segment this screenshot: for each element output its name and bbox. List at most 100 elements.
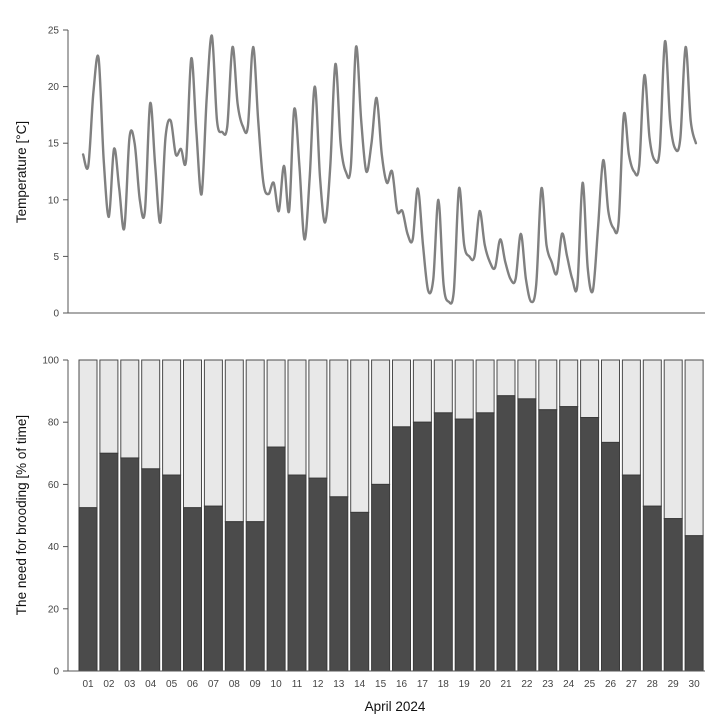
brooding-bar-remainder (642, 359, 662, 507)
brooding-bar (580, 417, 600, 672)
brooding-x-tick-label: 03 (124, 679, 136, 690)
brooding-bar-remainder (162, 359, 182, 476)
brooding-bar-remainder (433, 359, 453, 414)
brooding-bar (412, 421, 432, 672)
brooding-bar (350, 511, 370, 672)
brooding-bar-remainder (475, 359, 495, 414)
brooding-x-tick-label: 08 (229, 679, 241, 690)
brooding-bar (78, 507, 98, 672)
brooding-bar-remainder (120, 359, 140, 459)
brooding-bar (684, 535, 704, 672)
temperature-panel: 0 5 10 15 20 25 Temperature [°C] (14, 26, 705, 320)
brooding-x-tick-label: 14 (354, 679, 366, 690)
brooding-x-tick-label: 21 (500, 679, 512, 690)
temperature-y-axis-title: Temperature [°C] (14, 121, 29, 223)
brooding-x-axis-title: April 2024 (365, 699, 426, 714)
brooding-bar-remainder (287, 359, 307, 476)
brooding-x-tick-label: 02 (103, 679, 115, 690)
brooding-x-tick-label: 06 (187, 679, 199, 690)
brooding-bar (162, 474, 182, 672)
brooding-bar (266, 446, 286, 672)
temperature-y-tick-label: 20 (48, 82, 60, 93)
brooding-bar (141, 468, 161, 672)
brooding-y-tick-label: 80 (48, 418, 60, 429)
brooding-bar-remainder (454, 359, 474, 420)
brooding-y-tick-label: 0 (53, 667, 59, 678)
brooding-bar-remainder (496, 359, 516, 397)
brooding-bar (454, 418, 474, 672)
brooding-bar-remainder (245, 359, 265, 523)
temperature-y-tick-label: 25 (48, 26, 60, 37)
brooding-x-tick-label: 20 (480, 679, 492, 690)
brooding-x-tick-label: 19 (459, 679, 471, 690)
brooding-y-tick-label: 60 (48, 480, 60, 491)
brooding-x-tick-label: 17 (417, 679, 429, 690)
brooding-bar-remainder (329, 359, 349, 498)
brooding-bar-remainder (99, 359, 119, 454)
brooding-bar (183, 507, 202, 672)
brooding-y-tick-label: 100 (42, 356, 59, 367)
brooding-x-tick-label: 27 (626, 679, 638, 690)
temperature-y-tick-label: 5 (53, 252, 59, 263)
brooding-bar-remainder (183, 359, 202, 509)
brooding-x-tick-label: 29 (668, 679, 680, 690)
brooding-x-tick-label: 18 (438, 679, 450, 690)
brooding-bars (78, 359, 704, 672)
brooding-bar (287, 474, 307, 672)
brooding-bar-remainder (392, 359, 411, 428)
brooding-bar (120, 457, 140, 672)
brooding-bar-remainder (308, 359, 328, 479)
brooding-x-tick-label: 15 (375, 679, 387, 690)
brooding-y-ticks: 0 20 40 60 80 100 (42, 356, 68, 678)
brooding-x-tick-label: 24 (563, 679, 575, 690)
brooding-x-tick-label: 26 (605, 679, 617, 690)
brooding-y-tick-label: 40 (48, 542, 60, 553)
brooding-bar-remainder (266, 359, 286, 448)
brooding-bar-remainder (559, 359, 579, 408)
brooding-y-tick-label: 20 (48, 604, 60, 615)
brooding-x-tick-label: 09 (250, 679, 262, 690)
brooding-bar (538, 409, 558, 672)
brooding-bar-remainder (684, 359, 704, 537)
brooding-bar-remainder (663, 359, 683, 520)
brooding-bar-remainder (203, 359, 223, 507)
brooding-x-tick-label: 07 (208, 679, 220, 690)
brooding-bar (329, 496, 349, 672)
brooding-x-tick-label: 10 (271, 679, 283, 690)
brooding-bar (433, 412, 453, 672)
brooding-bar (496, 395, 516, 672)
brooding-x-tick-label: 16 (396, 679, 408, 690)
brooding-bar-remainder (224, 359, 244, 523)
brooding-bar (99, 452, 119, 672)
temperature-y-ticks: 0 5 10 15 20 25 (48, 26, 68, 320)
brooding-bar (224, 521, 244, 672)
temperature-y-tick-label: 15 (48, 139, 60, 150)
brooding-x-tick-label: 22 (521, 679, 533, 690)
brooding-x-tick-label: 25 (584, 679, 596, 690)
brooding-x-tick-label: 12 (312, 679, 324, 690)
brooding-bar (371, 483, 391, 672)
brooding-bar-remainder (412, 359, 432, 423)
brooding-bar (642, 505, 662, 672)
brooding-bar (663, 518, 683, 672)
brooding-bar-remainder (538, 359, 558, 411)
brooding-x-tick-label: 11 (292, 679, 303, 690)
brooding-x-tick-label: 04 (145, 679, 157, 690)
brooding-bar (601, 441, 620, 672)
brooding-bar-remainder (371, 359, 391, 485)
brooding-bar (559, 406, 579, 672)
brooding-bar-remainder (517, 359, 537, 400)
brooding-bar (475, 412, 495, 672)
brooding-bar-remainder (350, 359, 370, 513)
brooding-x-tick-label: 28 (647, 679, 659, 690)
brooding-x-tick-label: 30 (689, 679, 701, 690)
brooding-bar-remainder (621, 359, 641, 476)
brooding-bar (392, 426, 411, 672)
brooding-x-ticks: 01 02 03 04 05 06 07 08 09 10 11 12 13 14 15 16 17 18 19 20… (82, 679, 700, 690)
brooding-panel: 0 20 40 60 80 100 01 02 03 04 05 06 07 08 09 10 11 12 13 1… (14, 356, 705, 714)
temperature-y-tick-label: 10 (48, 195, 60, 206)
brooding-bar-remainder (141, 359, 161, 470)
brooding-bar-remainder (601, 359, 620, 443)
brooding-x-tick-label: 05 (166, 679, 178, 690)
